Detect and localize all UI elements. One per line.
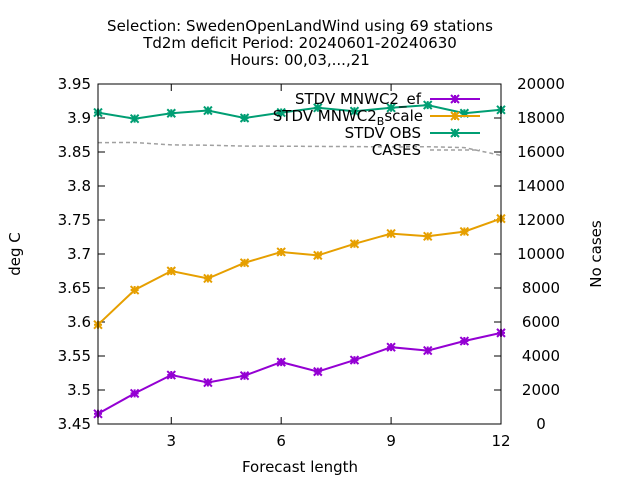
data-point bbox=[129, 285, 140, 295]
x-tick-label: 9 bbox=[386, 432, 396, 450]
x-tick-label: 6 bbox=[276, 432, 286, 450]
y2-tick-label: 0 bbox=[536, 415, 546, 433]
data-point bbox=[239, 371, 250, 381]
y-tick-label: 3.5 bbox=[67, 381, 91, 399]
data-point bbox=[203, 105, 213, 116]
legend-label: CASES bbox=[372, 141, 421, 159]
plot-frame bbox=[97, 83, 502, 425]
data-point bbox=[386, 228, 396, 239]
y2-tick-label: 10000 bbox=[517, 245, 565, 263]
y-tick-labels: 3.45 3.5 3.55 3.6 3.65 3.7 3.75 3.8 3.85 3.9 3.95 bbox=[58, 75, 91, 433]
legend-marker bbox=[450, 128, 460, 138]
data-point bbox=[166, 108, 176, 118]
data-point bbox=[349, 106, 360, 116]
y-tick-label: 3.55 bbox=[58, 347, 91, 365]
y2-tick-label: 16000 bbox=[517, 143, 565, 161]
data-point bbox=[349, 355, 360, 365]
data-point bbox=[239, 258, 250, 268]
data-point bbox=[313, 250, 323, 261]
x-axis-label: Forecast length bbox=[242, 458, 358, 476]
x-tick-label: 3 bbox=[166, 432, 176, 450]
data-point bbox=[276, 357, 286, 367]
title-line-1: Selection: SwedenOpenLandWind using 69 s… bbox=[107, 17, 493, 35]
legend-label: STDV OBS bbox=[345, 124, 421, 142]
series-line bbox=[97, 331, 502, 415]
y-tick-label: 3.85 bbox=[58, 143, 91, 161]
data-point bbox=[459, 336, 470, 346]
title-line-2: Td2m deficit Period: 20240601-20240630 bbox=[142, 34, 457, 52]
data-point bbox=[203, 377, 213, 388]
data-point bbox=[423, 100, 433, 110]
y-tick-label: 3.65 bbox=[58, 279, 91, 297]
data-point bbox=[166, 370, 176, 380]
y-axis-label: deg C bbox=[6, 232, 24, 276]
y-tick-label: 3.6 bbox=[67, 313, 91, 331]
title-line-3: Hours: 00,03,...,21 bbox=[230, 51, 370, 69]
y2-tick-label: 8000 bbox=[522, 279, 560, 297]
data-point bbox=[203, 273, 213, 284]
data-point bbox=[129, 113, 140, 124]
data-point bbox=[423, 345, 433, 356]
data-point bbox=[459, 108, 470, 118]
y2-tick-label: 14000 bbox=[517, 177, 565, 195]
data-point bbox=[349, 239, 360, 249]
y-tick-label: 3.7 bbox=[67, 245, 91, 263]
x-tick-labels: 3 6 9 12 bbox=[166, 432, 510, 450]
series-line bbox=[97, 141, 502, 157]
y2-tick-label: 12000 bbox=[517, 211, 565, 229]
data-point bbox=[423, 231, 433, 242]
data-point bbox=[459, 226, 470, 237]
series-layer bbox=[93, 100, 506, 419]
y2-tick-label: 18000 bbox=[517, 109, 565, 127]
data-point bbox=[166, 266, 176, 276]
y-tick-label: 3.75 bbox=[58, 211, 91, 229]
y2-tick-label: 6000 bbox=[522, 313, 560, 331]
legend-marker bbox=[450, 94, 460, 104]
x-tick-label: 12 bbox=[491, 432, 510, 450]
legend-label: STDV MNWC2Bscale bbox=[273, 107, 423, 128]
y2-tick-label: 4000 bbox=[522, 347, 560, 365]
y2-axis-label: No cases bbox=[587, 220, 605, 288]
legend-marker bbox=[450, 111, 460, 121]
y-tick-label: 3.8 bbox=[67, 177, 91, 195]
y2-tick-label: 20000 bbox=[517, 75, 565, 93]
y-tick-label: 3.9 bbox=[67, 109, 91, 127]
data-point bbox=[276, 107, 286, 118]
series-line bbox=[97, 217, 502, 326]
y-tick-label: 3.45 bbox=[58, 415, 91, 433]
y2-tick-labels: 0 2000 4000 6000 8000 10000 12000 14000 16000 180… bbox=[517, 75, 565, 433]
y-tick-label: 3.95 bbox=[58, 75, 91, 93]
data-point bbox=[313, 103, 323, 113]
data-point bbox=[276, 247, 286, 257]
chart-title: Selection: SwedenOpenLandWind using 69 s… bbox=[107, 17, 493, 69]
data-point bbox=[386, 103, 396, 113]
data-point bbox=[239, 113, 250, 123]
data-point bbox=[386, 342, 396, 352]
legend-label: STDV MNWC2_ef bbox=[295, 90, 422, 109]
data-point bbox=[313, 366, 323, 377]
y2-tick-label: 2000 bbox=[522, 381, 560, 399]
series-line bbox=[97, 104, 502, 120]
data-point bbox=[129, 388, 140, 399]
